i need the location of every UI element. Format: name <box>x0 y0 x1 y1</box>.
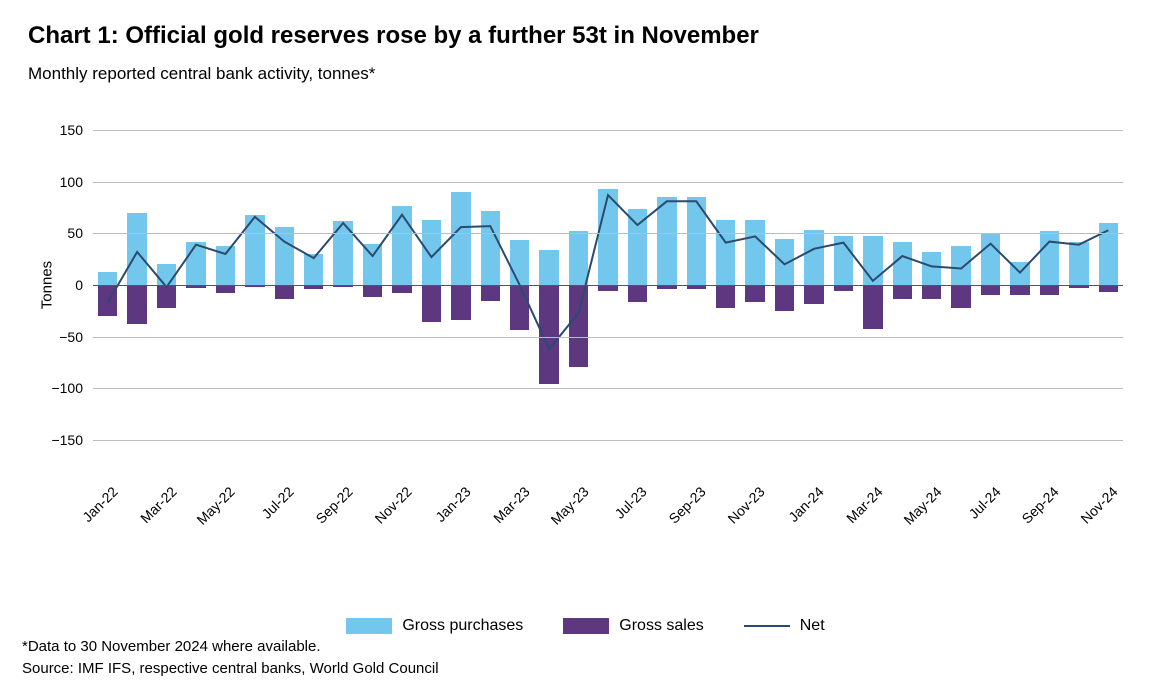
x-tick-label: Mar-22 <box>137 483 180 526</box>
legend-label-purchases: Gross purchases <box>402 617 523 635</box>
legend-item-sales: Gross sales <box>563 617 703 635</box>
chart-subtitle: Monthly reported central bank activity, … <box>28 64 1143 84</box>
x-tick-label: Jan-22 <box>79 483 121 525</box>
y-tick-label: 100 <box>43 174 83 190</box>
source-line: Source: IMF IFS, respective central bank… <box>22 660 439 677</box>
grid-line <box>93 285 1123 286</box>
legend-swatch-purchases <box>346 618 392 634</box>
grid-line <box>93 388 1123 389</box>
x-tick-label: Nov-22 <box>371 483 414 526</box>
legend-label-net: Net <box>800 617 825 635</box>
x-tick-label: May-23 <box>547 483 591 527</box>
plot-region: Tonnes Jan-22Mar-22May-22Jul-22Sep-22Nov… <box>93 130 1123 440</box>
y-tick-label: −150 <box>43 432 83 448</box>
x-tick-label: Jul-24 <box>965 483 1003 521</box>
legend-swatch-sales <box>563 618 609 634</box>
x-tick-label: Sep-24 <box>1019 483 1062 526</box>
x-tick-label: Sep-23 <box>666 483 709 526</box>
y-tick-label: 50 <box>43 225 83 241</box>
x-tick-label: Jul-22 <box>259 483 297 521</box>
x-tick-label: Nov-23 <box>725 483 768 526</box>
x-tick-label: May-24 <box>900 483 944 527</box>
grid-line <box>93 233 1123 234</box>
y-tick-label: −100 <box>43 380 83 396</box>
y-tick-label: 0 <box>43 277 83 293</box>
chart-area: Tonnes Jan-22Mar-22May-22Jul-22Sep-22Nov… <box>33 130 1133 480</box>
x-tick-label: Jul-23 <box>612 483 650 521</box>
legend-swatch-net <box>744 625 790 627</box>
grid-line <box>93 337 1123 338</box>
grid-line <box>93 182 1123 183</box>
x-tick-label: Jan-24 <box>785 483 827 525</box>
legend-item-purchases: Gross purchases <box>346 617 523 635</box>
legend-item-net: Net <box>744 617 825 635</box>
chart-container: Chart 1: Official gold reserves rose by … <box>0 0 1171 685</box>
footnote: *Data to 30 November 2024 where availabl… <box>22 638 321 655</box>
x-tick-label: Mar-23 <box>490 483 533 526</box>
legend: Gross purchases Gross sales Net <box>0 617 1171 635</box>
x-tick-label: Mar-24 <box>843 483 886 526</box>
chart-title: Chart 1: Official gold reserves rose by … <box>28 22 1143 50</box>
legend-label-sales: Gross sales <box>619 617 703 635</box>
x-tick-label: Nov-24 <box>1078 483 1121 526</box>
y-tick-label: −50 <box>43 329 83 345</box>
x-tick-label: Jan-23 <box>432 483 474 525</box>
x-tick-label: Sep-22 <box>313 483 356 526</box>
x-tick-label: May-22 <box>194 483 238 527</box>
grid-line <box>93 130 1123 131</box>
y-tick-label: 150 <box>43 122 83 138</box>
grid-line <box>93 440 1123 441</box>
